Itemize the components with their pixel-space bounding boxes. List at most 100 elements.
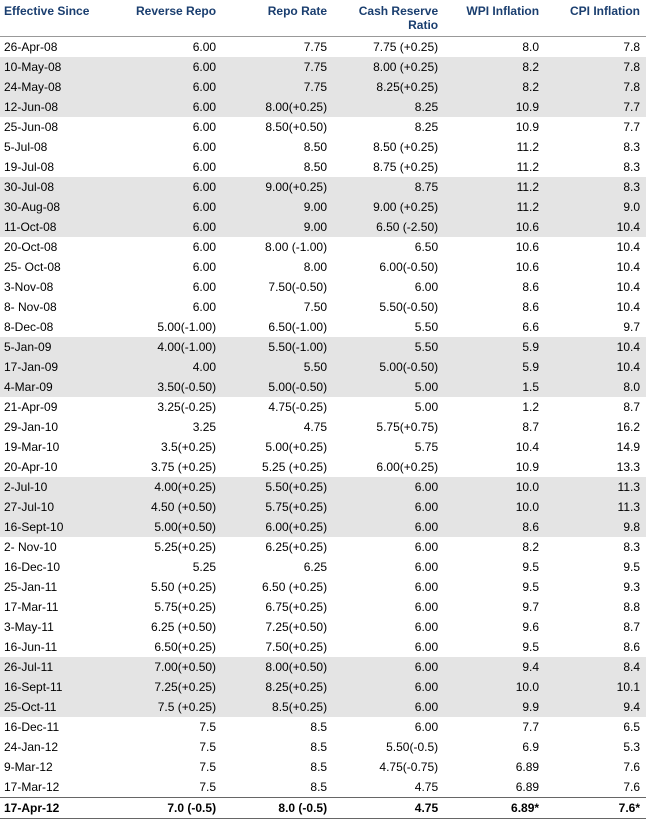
cell: 4.00 <box>111 357 222 377</box>
cell: 10.6 <box>444 257 545 277</box>
cell: 4.75 <box>222 417 333 437</box>
table-row: 3-Nov-086.007.50(-0.50)6.008.610.4 <box>0 277 646 297</box>
table-row: 5-Jan-094.00(-1.00)5.50(-1.00)5.505.910.… <box>0 337 646 357</box>
cell: 8.00(+0.50) <box>222 657 333 677</box>
table-row: 4-Mar-093.50(-0.50)5.00(-0.50)5.001.58.0 <box>0 377 646 397</box>
cell: 16-Jun-11 <box>0 637 111 657</box>
cell: 6.00 <box>333 517 444 537</box>
cell: 8.4 <box>545 657 646 677</box>
cell: 6.00(-0.50) <box>333 257 444 277</box>
table-row: 16-Sept-117.25(+0.25)8.25(+0.25)6.0010.0… <box>0 677 646 697</box>
cell: 8.25(+0.25) <box>333 77 444 97</box>
cell: 13.3 <box>545 457 646 477</box>
cell: 4.00(+0.25) <box>111 477 222 497</box>
cell: 7.7 <box>545 97 646 117</box>
cell: 4.75(-0.75) <box>333 757 444 777</box>
cell: 11.2 <box>444 157 545 177</box>
cell: 11.2 <box>444 177 545 197</box>
cell: 10.9 <box>444 97 545 117</box>
cell: 7.0 (-0.5) <box>111 798 222 819</box>
table-row: 16-Dec-105.256.256.009.59.5 <box>0 557 646 577</box>
cell: 9.0 <box>545 197 646 217</box>
table-row: 12-Jun-086.008.00(+0.25)8.2510.97.7 <box>0 97 646 117</box>
cell: 19-Mar-10 <box>0 437 111 457</box>
table-row: 8-Dec-085.00(-1.00)6.50(-1.00)5.506.69.7 <box>0 317 646 337</box>
cell: 7.6 <box>545 777 646 798</box>
cell: 7.7 <box>444 717 545 737</box>
cell: 10.0 <box>444 497 545 517</box>
cell: 8.00 (-1.00) <box>222 237 333 257</box>
cell: 10.4 <box>545 237 646 257</box>
cell: 4-Mar-09 <box>0 377 111 397</box>
cell: 10.9 <box>444 117 545 137</box>
cell: 8.3 <box>545 157 646 177</box>
cell: 24-Jan-12 <box>0 737 111 757</box>
table-row: 3-May-116.25 (+0.50)7.25(+0.50)6.009.68.… <box>0 617 646 637</box>
cell: 25-Jun-08 <box>0 117 111 137</box>
cell: 8.75 <box>333 177 444 197</box>
col-crr: Cash ReserveRatio <box>333 0 444 37</box>
cell: 5.50 <box>333 317 444 337</box>
cell: 17-Mar-11 <box>0 597 111 617</box>
table-row: 9-Mar-127.58.54.75(-0.75)6.897.6 <box>0 757 646 777</box>
cell: 1.5 <box>444 377 545 397</box>
cell: 8.50 (+0.25) <box>333 137 444 157</box>
cell: 6.25(+0.25) <box>222 537 333 557</box>
cell: 20-Oct-08 <box>0 237 111 257</box>
cell: 8- Nov-08 <box>0 297 111 317</box>
cell: 8-Dec-08 <box>0 317 111 337</box>
cell: 6.00 <box>111 197 222 217</box>
cell: 9.5 <box>444 557 545 577</box>
cell: 6.89 <box>444 777 545 798</box>
cell: 6.00 <box>333 657 444 677</box>
cell: 6.00 <box>333 577 444 597</box>
cell: 8.00 (+0.25) <box>333 57 444 77</box>
cell: 7.00(+0.50) <box>111 657 222 677</box>
cell: 8.7 <box>444 417 545 437</box>
cell: 8.0 <box>545 377 646 397</box>
cell: 6.25 (+0.50) <box>111 617 222 637</box>
cell: 27-Jul-10 <box>0 497 111 517</box>
cell: 10.0 <box>444 677 545 697</box>
cell: 8.3 <box>545 177 646 197</box>
cell: 9.00 (+0.25) <box>333 197 444 217</box>
cell: 8.0 <box>444 37 545 58</box>
table-row: 19-Jul-086.008.508.75 (+0.25)11.28.3 <box>0 157 646 177</box>
cell: 6.00 <box>111 97 222 117</box>
cell: 7.8 <box>545 77 646 97</box>
cell: 8.75 (+0.25) <box>333 157 444 177</box>
cell: 21-Apr-09 <box>0 397 111 417</box>
cell: 16-Sept-11 <box>0 677 111 697</box>
cell: 6.00 <box>111 77 222 97</box>
cell: 7.50(-0.50) <box>222 277 333 297</box>
cell: 10.4 <box>444 437 545 457</box>
cell: 29-Jan-10 <box>0 417 111 437</box>
cell: 6.00 <box>111 297 222 317</box>
cell: 6.00 <box>111 157 222 177</box>
cell: 5.25 (+0.25) <box>222 457 333 477</box>
table-row: 10-May-086.007.758.00 (+0.25)8.27.8 <box>0 57 646 77</box>
cell: 2- Nov-10 <box>0 537 111 557</box>
cell: 10-May-08 <box>0 57 111 77</box>
cell: 3-May-11 <box>0 617 111 637</box>
cell: 10.1 <box>545 677 646 697</box>
cell: 16-Dec-11 <box>0 717 111 737</box>
cell: 3.5(+0.25) <box>111 437 222 457</box>
cell: 9.4 <box>545 697 646 717</box>
cell: 5-Jul-08 <box>0 137 111 157</box>
cell: 19-Jul-08 <box>0 157 111 177</box>
cell: 9.00 <box>222 217 333 237</box>
cell: 8.2 <box>444 537 545 557</box>
cell: 7.5 (+0.25) <box>111 697 222 717</box>
cell: 4.50 (+0.50) <box>111 497 222 517</box>
cell: 8.5 <box>222 717 333 737</box>
cell: 6.25 <box>222 557 333 577</box>
cell: 5.00(+0.50) <box>111 517 222 537</box>
table-row: 21-Apr-093.25(-0.25)4.75(-0.25)5.001.28.… <box>0 397 646 417</box>
cell: 10.6 <box>444 217 545 237</box>
cell: 5.50 (+0.25) <box>111 577 222 597</box>
cell: 6.50 (+0.25) <box>222 577 333 597</box>
cell: 8.6 <box>444 517 545 537</box>
table-row: 25-Oct-117.5 (+0.25)8.5(+0.25)6.009.99.4 <box>0 697 646 717</box>
table-row: 30-Aug-086.009.009.00 (+0.25)11.29.0 <box>0 197 646 217</box>
